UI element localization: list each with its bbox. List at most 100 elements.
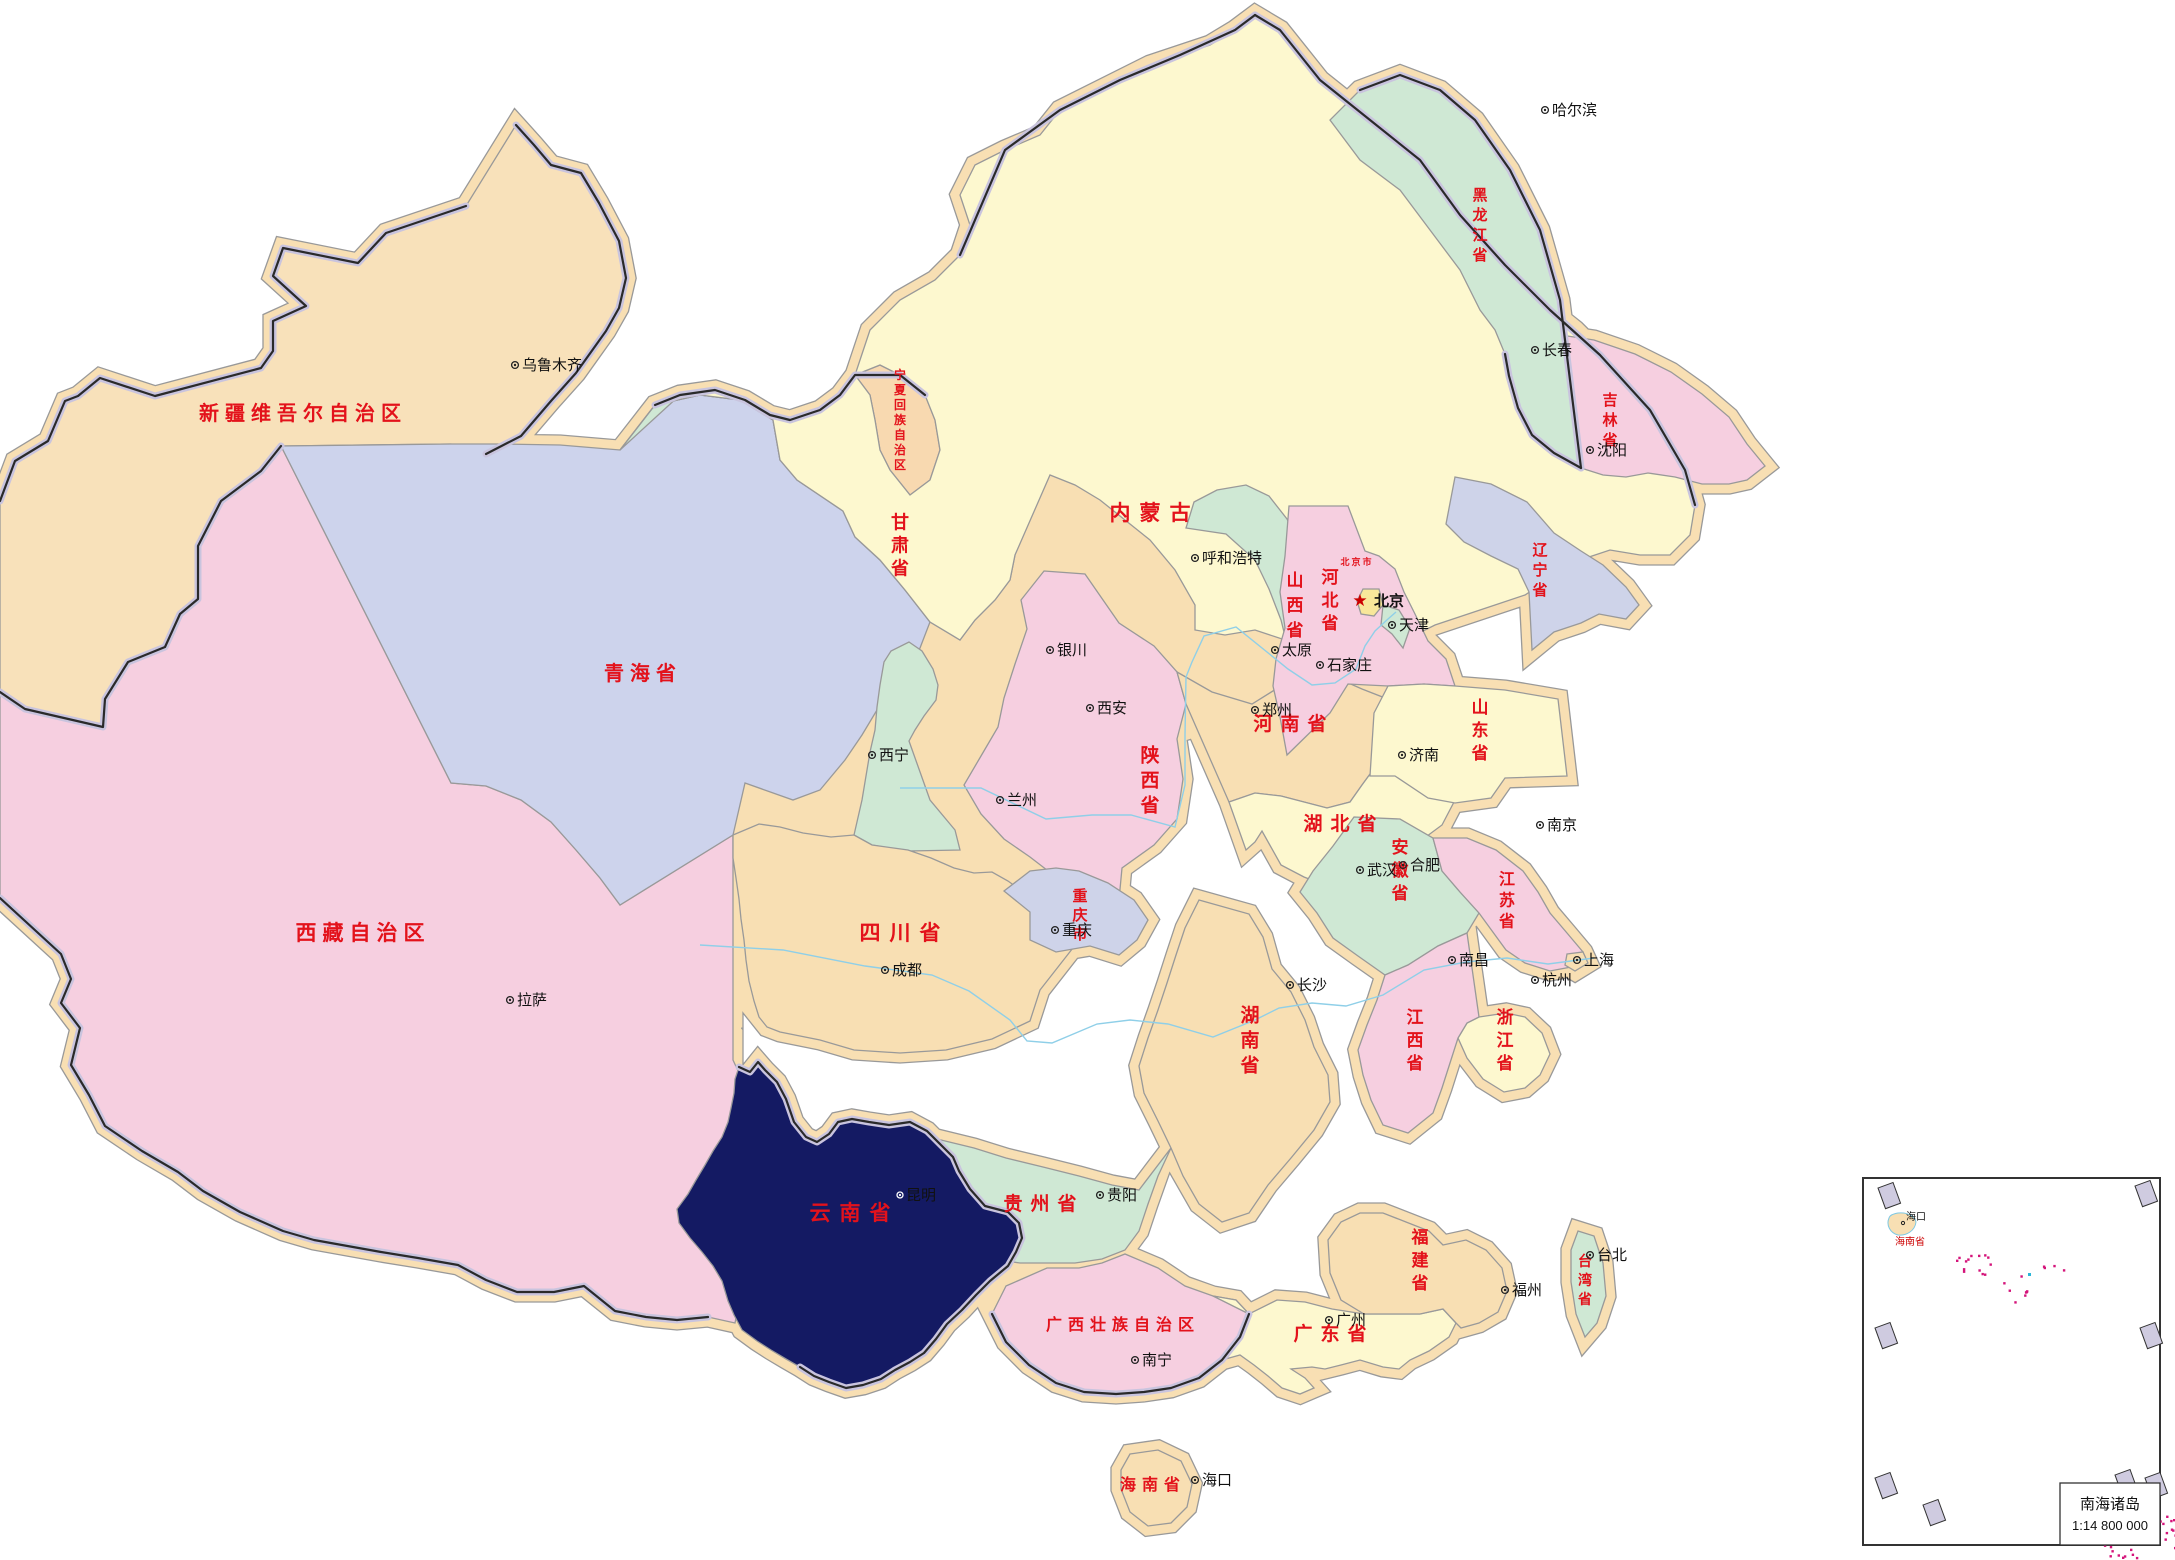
svg-text:区: 区 — [404, 922, 425, 945]
svg-text:河: 河 — [1322, 568, 1339, 587]
svg-text:吉: 吉 — [1602, 391, 1617, 409]
svg-text:内: 内 — [1110, 501, 1131, 525]
svg-text:区: 区 — [381, 403, 401, 425]
svg-text:林: 林 — [1602, 411, 1618, 429]
svg-text:海口: 海口 — [1202, 1472, 1232, 1489]
svg-text:省: 省 — [890, 557, 909, 578]
svg-text:呼和浩特: 呼和浩特 — [1202, 550, 1262, 567]
svg-text:治: 治 — [894, 442, 906, 457]
svg-text:省: 省 — [1306, 713, 1326, 735]
svg-text:自: 自 — [329, 401, 349, 425]
svg-text:京: 京 — [1351, 556, 1360, 567]
svg-text:省: 省 — [1321, 613, 1339, 633]
svg-text:济南: 济南 — [1409, 747, 1439, 764]
svg-text:维: 维 — [251, 401, 271, 425]
svg-text:省: 省 — [1139, 795, 1159, 817]
svg-text:治: 治 — [355, 401, 375, 425]
svg-text:广州: 广州 — [1336, 1312, 1366, 1329]
svg-text:北京: 北京 — [1374, 592, 1404, 610]
svg-text:自: 自 — [894, 427, 906, 442]
svg-text:湖: 湖 — [1240, 1005, 1259, 1027]
svg-text:藏: 藏 — [323, 922, 344, 945]
svg-text:四: 四 — [860, 922, 881, 945]
svg-text:市: 市 — [1362, 556, 1371, 567]
svg-text:石家庄: 石家庄 — [1327, 656, 1372, 674]
svg-text:苏: 苏 — [1499, 891, 1515, 910]
svg-text:海: 海 — [630, 661, 650, 685]
svg-text:合肥: 合肥 — [1410, 857, 1440, 874]
svg-text:江: 江 — [1499, 871, 1515, 889]
svg-text:江: 江 — [1497, 1031, 1514, 1050]
svg-text:省: 省 — [919, 922, 941, 945]
svg-text:天津: 天津 — [1399, 617, 1429, 634]
svg-text:南昌: 南昌 — [1459, 952, 1489, 969]
svg-text:南宁: 南宁 — [1142, 1352, 1172, 1369]
svg-text:贵: 贵 — [1003, 1193, 1022, 1215]
svg-text:哈尔滨: 哈尔滨 — [1552, 102, 1597, 119]
svg-text:西: 西 — [1407, 1031, 1424, 1050]
svg-text:西: 西 — [1287, 596, 1304, 615]
svg-text:湾: 湾 — [1578, 1272, 1592, 1288]
svg-text:西: 西 — [1140, 771, 1159, 792]
svg-text:海口: 海口 — [1906, 1210, 1926, 1223]
svg-text:云: 云 — [810, 1202, 831, 1225]
svg-text:南海诸岛: 南海诸岛 — [2080, 1496, 2140, 1513]
svg-text:江: 江 — [1407, 1008, 1424, 1027]
svg-text:省: 省 — [1531, 581, 1547, 599]
svg-text:回: 回 — [894, 398, 906, 412]
svg-text:省: 省 — [1498, 912, 1515, 931]
svg-text:辽: 辽 — [1532, 542, 1547, 559]
svg-text:西: 西 — [296, 922, 317, 945]
svg-text:1:14 800 000: 1:14 800 000 — [2072, 1518, 2148, 1533]
svg-text:沈阳: 沈阳 — [1597, 442, 1627, 459]
svg-text:省: 省 — [1356, 813, 1376, 835]
svg-text:省: 省 — [1239, 1055, 1259, 1077]
svg-text:重庆: 重庆 — [1062, 922, 1092, 939]
svg-text:南: 南 — [840, 1201, 861, 1225]
svg-text:北: 北 — [1322, 591, 1339, 610]
svg-text:江: 江 — [1472, 226, 1487, 244]
svg-text:陕: 陕 — [1140, 744, 1159, 767]
svg-text:北: 北 — [1340, 556, 1349, 567]
svg-text:福: 福 — [1411, 1227, 1429, 1247]
svg-text:南京: 南京 — [1547, 817, 1577, 834]
svg-text:族: 族 — [894, 412, 907, 427]
svg-text:省: 省 — [1056, 1193, 1076, 1215]
svg-text:尔: 尔 — [303, 401, 323, 425]
svg-text:州: 州 — [1030, 1193, 1049, 1215]
svg-text:长春: 长春 — [1542, 342, 1572, 359]
svg-text:西宁: 西宁 — [879, 747, 909, 764]
svg-text:黑: 黑 — [1472, 187, 1487, 204]
svg-text:贵阳: 贵阳 — [1107, 1187, 1137, 1204]
svg-text:省: 省 — [655, 662, 676, 685]
svg-text:青: 青 — [604, 662, 624, 685]
svg-text:海南省: 海南省 — [1895, 1235, 1925, 1248]
svg-text:南: 南 — [1142, 1475, 1158, 1494]
svg-text:龙: 龙 — [1471, 206, 1487, 224]
svg-text:安: 安 — [1392, 837, 1409, 857]
svg-text:兰州: 兰州 — [1007, 792, 1037, 809]
svg-text:省: 省 — [1411, 1273, 1429, 1293]
svg-text:川: 川 — [889, 922, 911, 945]
svg-text:疆: 疆 — [225, 402, 245, 425]
svg-text:省: 省 — [1406, 1053, 1424, 1073]
svg-text:浙: 浙 — [1497, 1007, 1514, 1027]
svg-text:山: 山 — [1287, 571, 1304, 590]
svg-text:省: 省 — [1471, 246, 1487, 264]
svg-text:上海: 上海 — [1584, 952, 1614, 969]
svg-text:夏: 夏 — [894, 383, 907, 397]
svg-text:太原: 太原 — [1282, 642, 1312, 659]
svg-text:自: 自 — [350, 921, 371, 945]
svg-text:广: 广 — [1046, 1315, 1062, 1334]
svg-text:昆明: 昆明 — [906, 1187, 936, 1204]
svg-text:治: 治 — [1156, 1315, 1172, 1334]
svg-text:区: 区 — [1178, 1316, 1194, 1334]
svg-text:甘: 甘 — [891, 512, 909, 532]
svg-text:自: 自 — [1134, 1315, 1150, 1334]
svg-text:治: 治 — [377, 921, 398, 945]
svg-text:省: 省 — [1163, 1475, 1180, 1494]
svg-text:古: 古 — [1170, 502, 1191, 525]
svg-text:宁: 宁 — [1532, 561, 1547, 579]
svg-text:肃: 肃 — [891, 534, 909, 555]
svg-text:成都: 成都 — [892, 962, 922, 979]
